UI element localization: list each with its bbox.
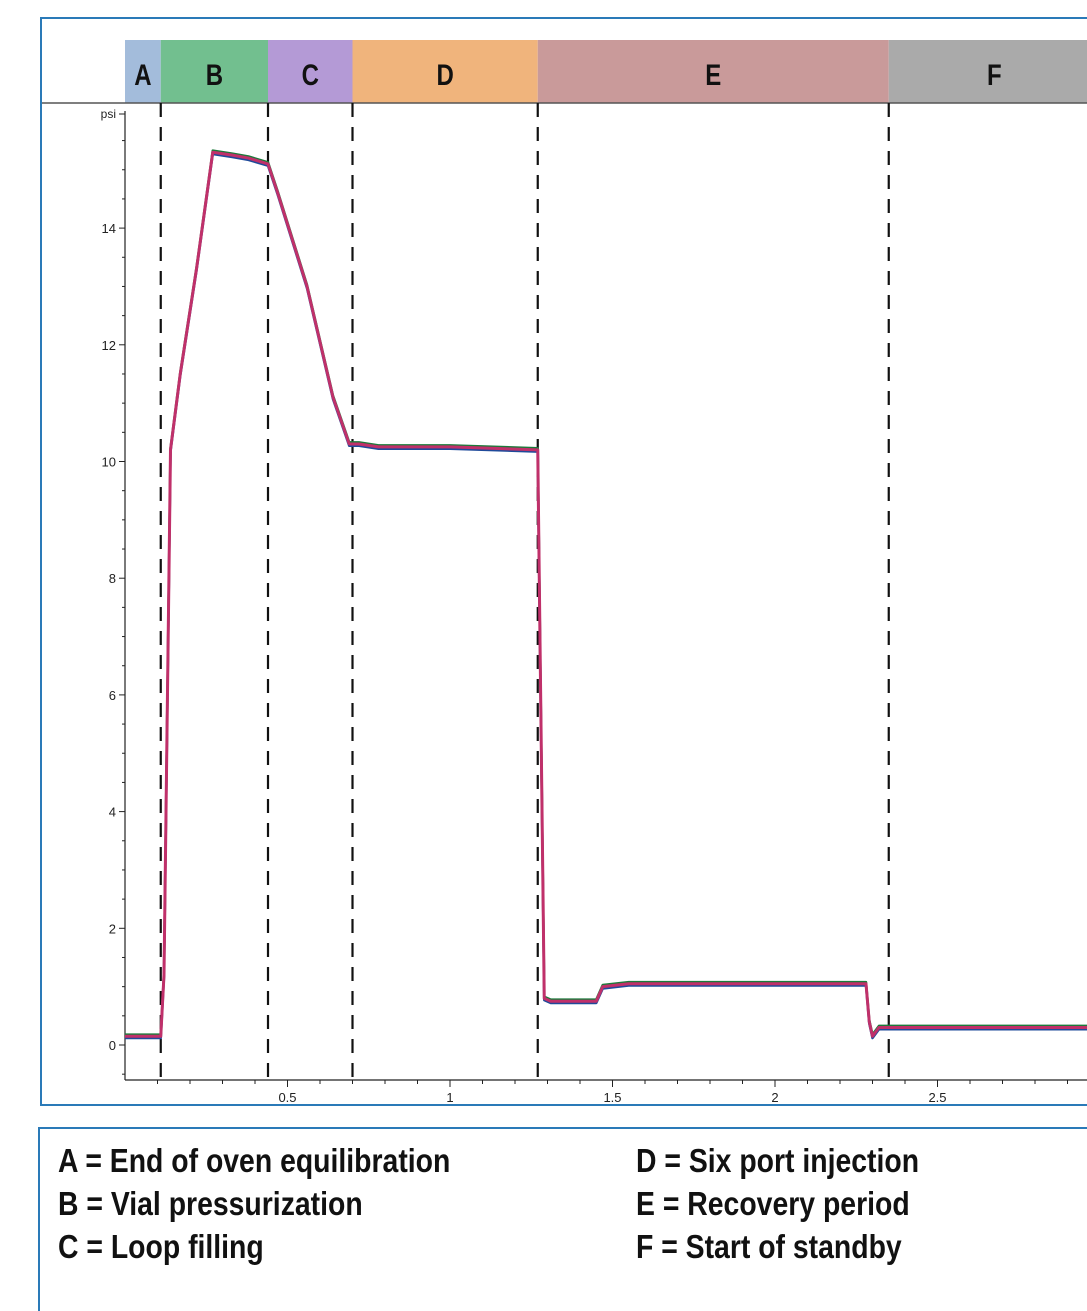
legend-item-f: F = Start of standby	[636, 1228, 902, 1265]
x-tick-label: 2.5	[928, 1090, 946, 1105]
y-tick-label: 4	[109, 805, 116, 820]
y-axis-label: psi	[101, 107, 116, 121]
legend-item-c: C = Loop filling	[58, 1228, 264, 1265]
y-tick-label: 0	[109, 1038, 116, 1053]
legend-panel: A = End of oven equilibration B = Vial p…	[38, 1127, 1087, 1311]
plot-area: A B C D E F 0 2 4 6 8 10 12 14 psi 0.5 1 1.5 2 2.5	[42, 40, 1087, 1105]
legend-item-a: A = End of oven equilibration	[58, 1142, 451, 1179]
phase-band-a	[125, 40, 161, 103]
phase-band-e	[537, 40, 889, 103]
phase-band-b	[160, 40, 268, 103]
phase-band-f	[888, 40, 1087, 103]
phase-label-d: D	[436, 57, 453, 91]
x-tick-label: 2	[771, 1090, 778, 1105]
phase-label-a: A	[134, 57, 151, 91]
phase-label-c: C	[302, 57, 319, 91]
pressure-trace-2	[125, 150, 1087, 1038]
phase-band-c	[268, 40, 353, 103]
legend-column-left: A = End of oven equilibration B = Vial p…	[58, 1139, 514, 1268]
legend-column-right: D = Six port injection E = Recovery peri…	[636, 1139, 965, 1268]
y-tick-label: 10	[102, 455, 116, 470]
phase-band-d	[352, 40, 538, 103]
y-tick-label: 6	[109, 688, 116, 703]
phase-label-f: F	[987, 57, 1002, 91]
y-tick-label: 14	[102, 221, 116, 236]
phase-label-b: B	[206, 57, 223, 91]
x-tick-label: 1	[446, 1090, 453, 1105]
chart-panel: A B C D E F 0 2 4 6 8 10 12 14 psi 0.5 1 1.5 2 2.5	[40, 17, 1087, 1106]
x-tick-label: 0.5	[278, 1090, 296, 1105]
pressure-trace-0	[125, 152, 1087, 1040]
pressure-trace-1	[125, 149, 1087, 1036]
x-tick-label: 1.5	[603, 1090, 621, 1105]
y-tick-label: 8	[109, 571, 116, 586]
y-tick-label: 2	[109, 921, 116, 936]
legend-item-b: B = Vial pressurization	[58, 1185, 363, 1222]
phase-label-e: E	[705, 57, 721, 91]
y-tick-label: 12	[102, 338, 116, 353]
legend-item-e: E = Recovery period	[636, 1185, 910, 1222]
legend-item-d: D = Six port injection	[636, 1142, 920, 1179]
